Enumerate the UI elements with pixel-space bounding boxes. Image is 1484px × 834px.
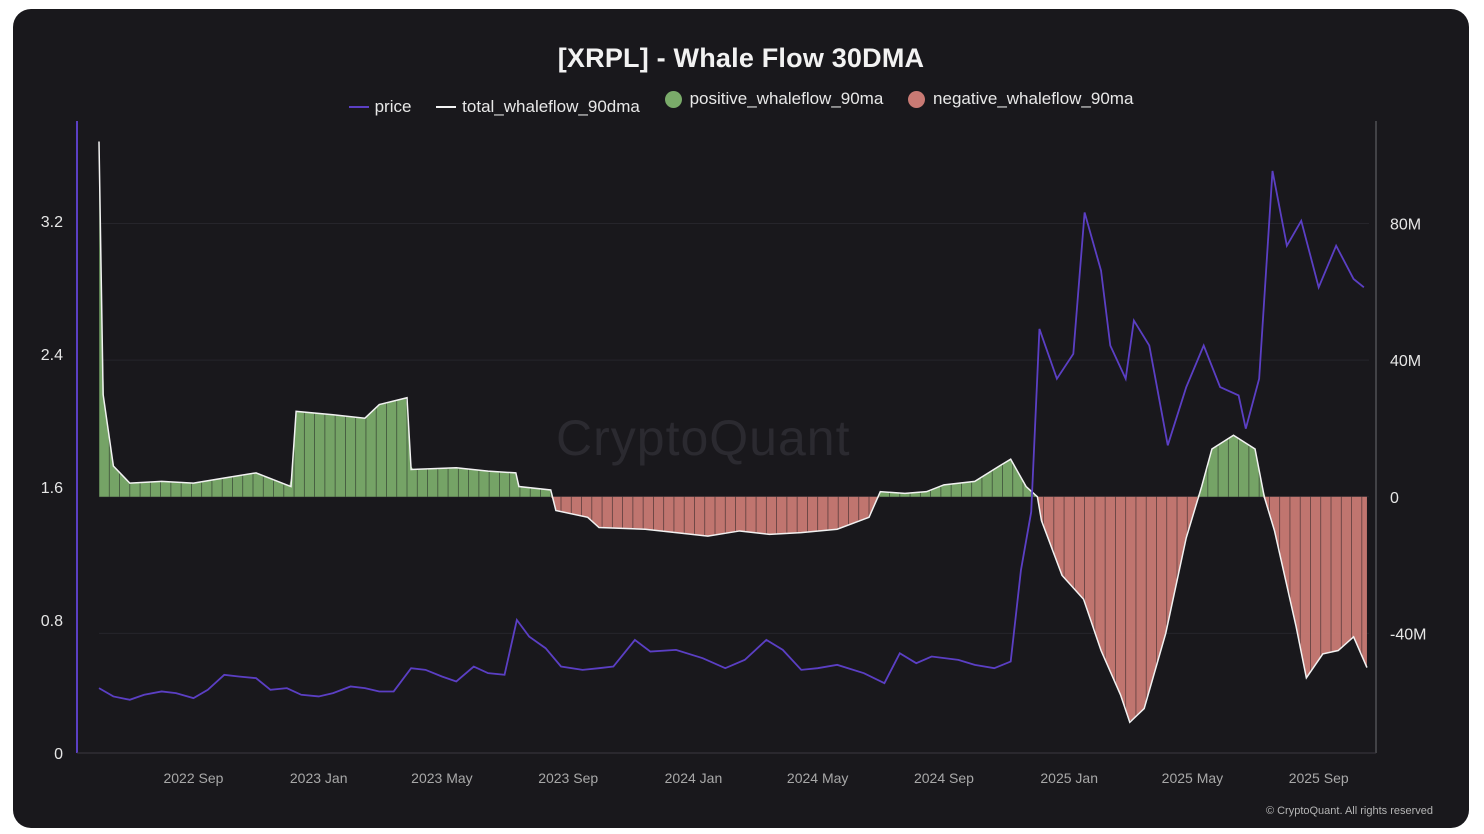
legend-item-negative-whaleflow[interactable]: negative_whaleflow_90ma [908,89,1133,109]
x-tick-label: 2024 Jan [665,770,723,786]
x-tick-label: 2025 May [1162,770,1223,786]
left-tick-label: 1.6 [41,480,63,497]
left-tick-label: 3.2 [41,214,63,231]
chart-card: [XRPL] - Whale Flow 30DMA price total_wh… [13,9,1469,828]
x-tick-label: 2025 Jan [1040,770,1098,786]
legend-item-positive-whaleflow[interactable]: positive_whaleflow_90ma [664,89,884,109]
legend-swatch-price [348,105,369,108]
watermark-text: CryptoQuant [556,410,851,466]
legend-swatch-total-whaleflow [436,105,457,108]
left-tick-label: 2.4 [41,347,63,364]
negative-whaleflow-area [99,496,1367,721]
left-tick-label: 0 [54,746,63,763]
x-tick-label: 2023 Sep [538,770,598,786]
x-tick-label: 2025 Sep [1289,770,1349,786]
legend-item-total-whaleflow[interactable]: total_whaleflow_90dma [436,97,640,117]
legend-item-price[interactable]: price [348,96,412,117]
left-tick-label: 0.8 [41,613,63,630]
legend-swatch-negative-whaleflow [908,90,926,108]
x-tick-label: 2022 Sep [163,770,223,786]
chart-plot: 0 0.8 1.6 2.4 3.2 80M 40M 0 -40M 2022 Sep 2023 Jan… [41,121,1426,786]
positive-whaleflow-area [99,141,1367,497]
chart-title: [XRPL] - Whale Flow 30DMA [557,43,925,73]
right-tick-label: 40M [1390,353,1421,370]
copyright-text: © CryptoQuant. All rights reserved [1265,805,1433,817]
legend-label-negative-whaleflow: negative_whaleflow_90ma [933,89,1134,108]
right-tick-label: 80M [1390,216,1421,233]
total-whaleflow-line [98,141,1368,724]
legend-swatch-positive-whaleflow [664,90,682,108]
right-tick-label: 0 [1390,490,1399,507]
x-tick-label: 2024 May [787,770,848,786]
legend-label-price: price [374,96,412,116]
price-line [98,170,1365,701]
chart-legend: price total_whaleflow_90dma positive_wha… [13,89,1469,117]
x-tick-label: 2023 May [411,770,472,786]
legend-label-positive-whaleflow: positive_whaleflow_90ma [689,89,884,108]
right-tick-label: -40M [1390,626,1426,643]
legend-label-total-whaleflow: total_whaleflow_90dma [462,96,640,116]
x-tick-label: 2023 Jan [290,770,348,786]
x-tick-label: 2024 Sep [914,770,974,786]
